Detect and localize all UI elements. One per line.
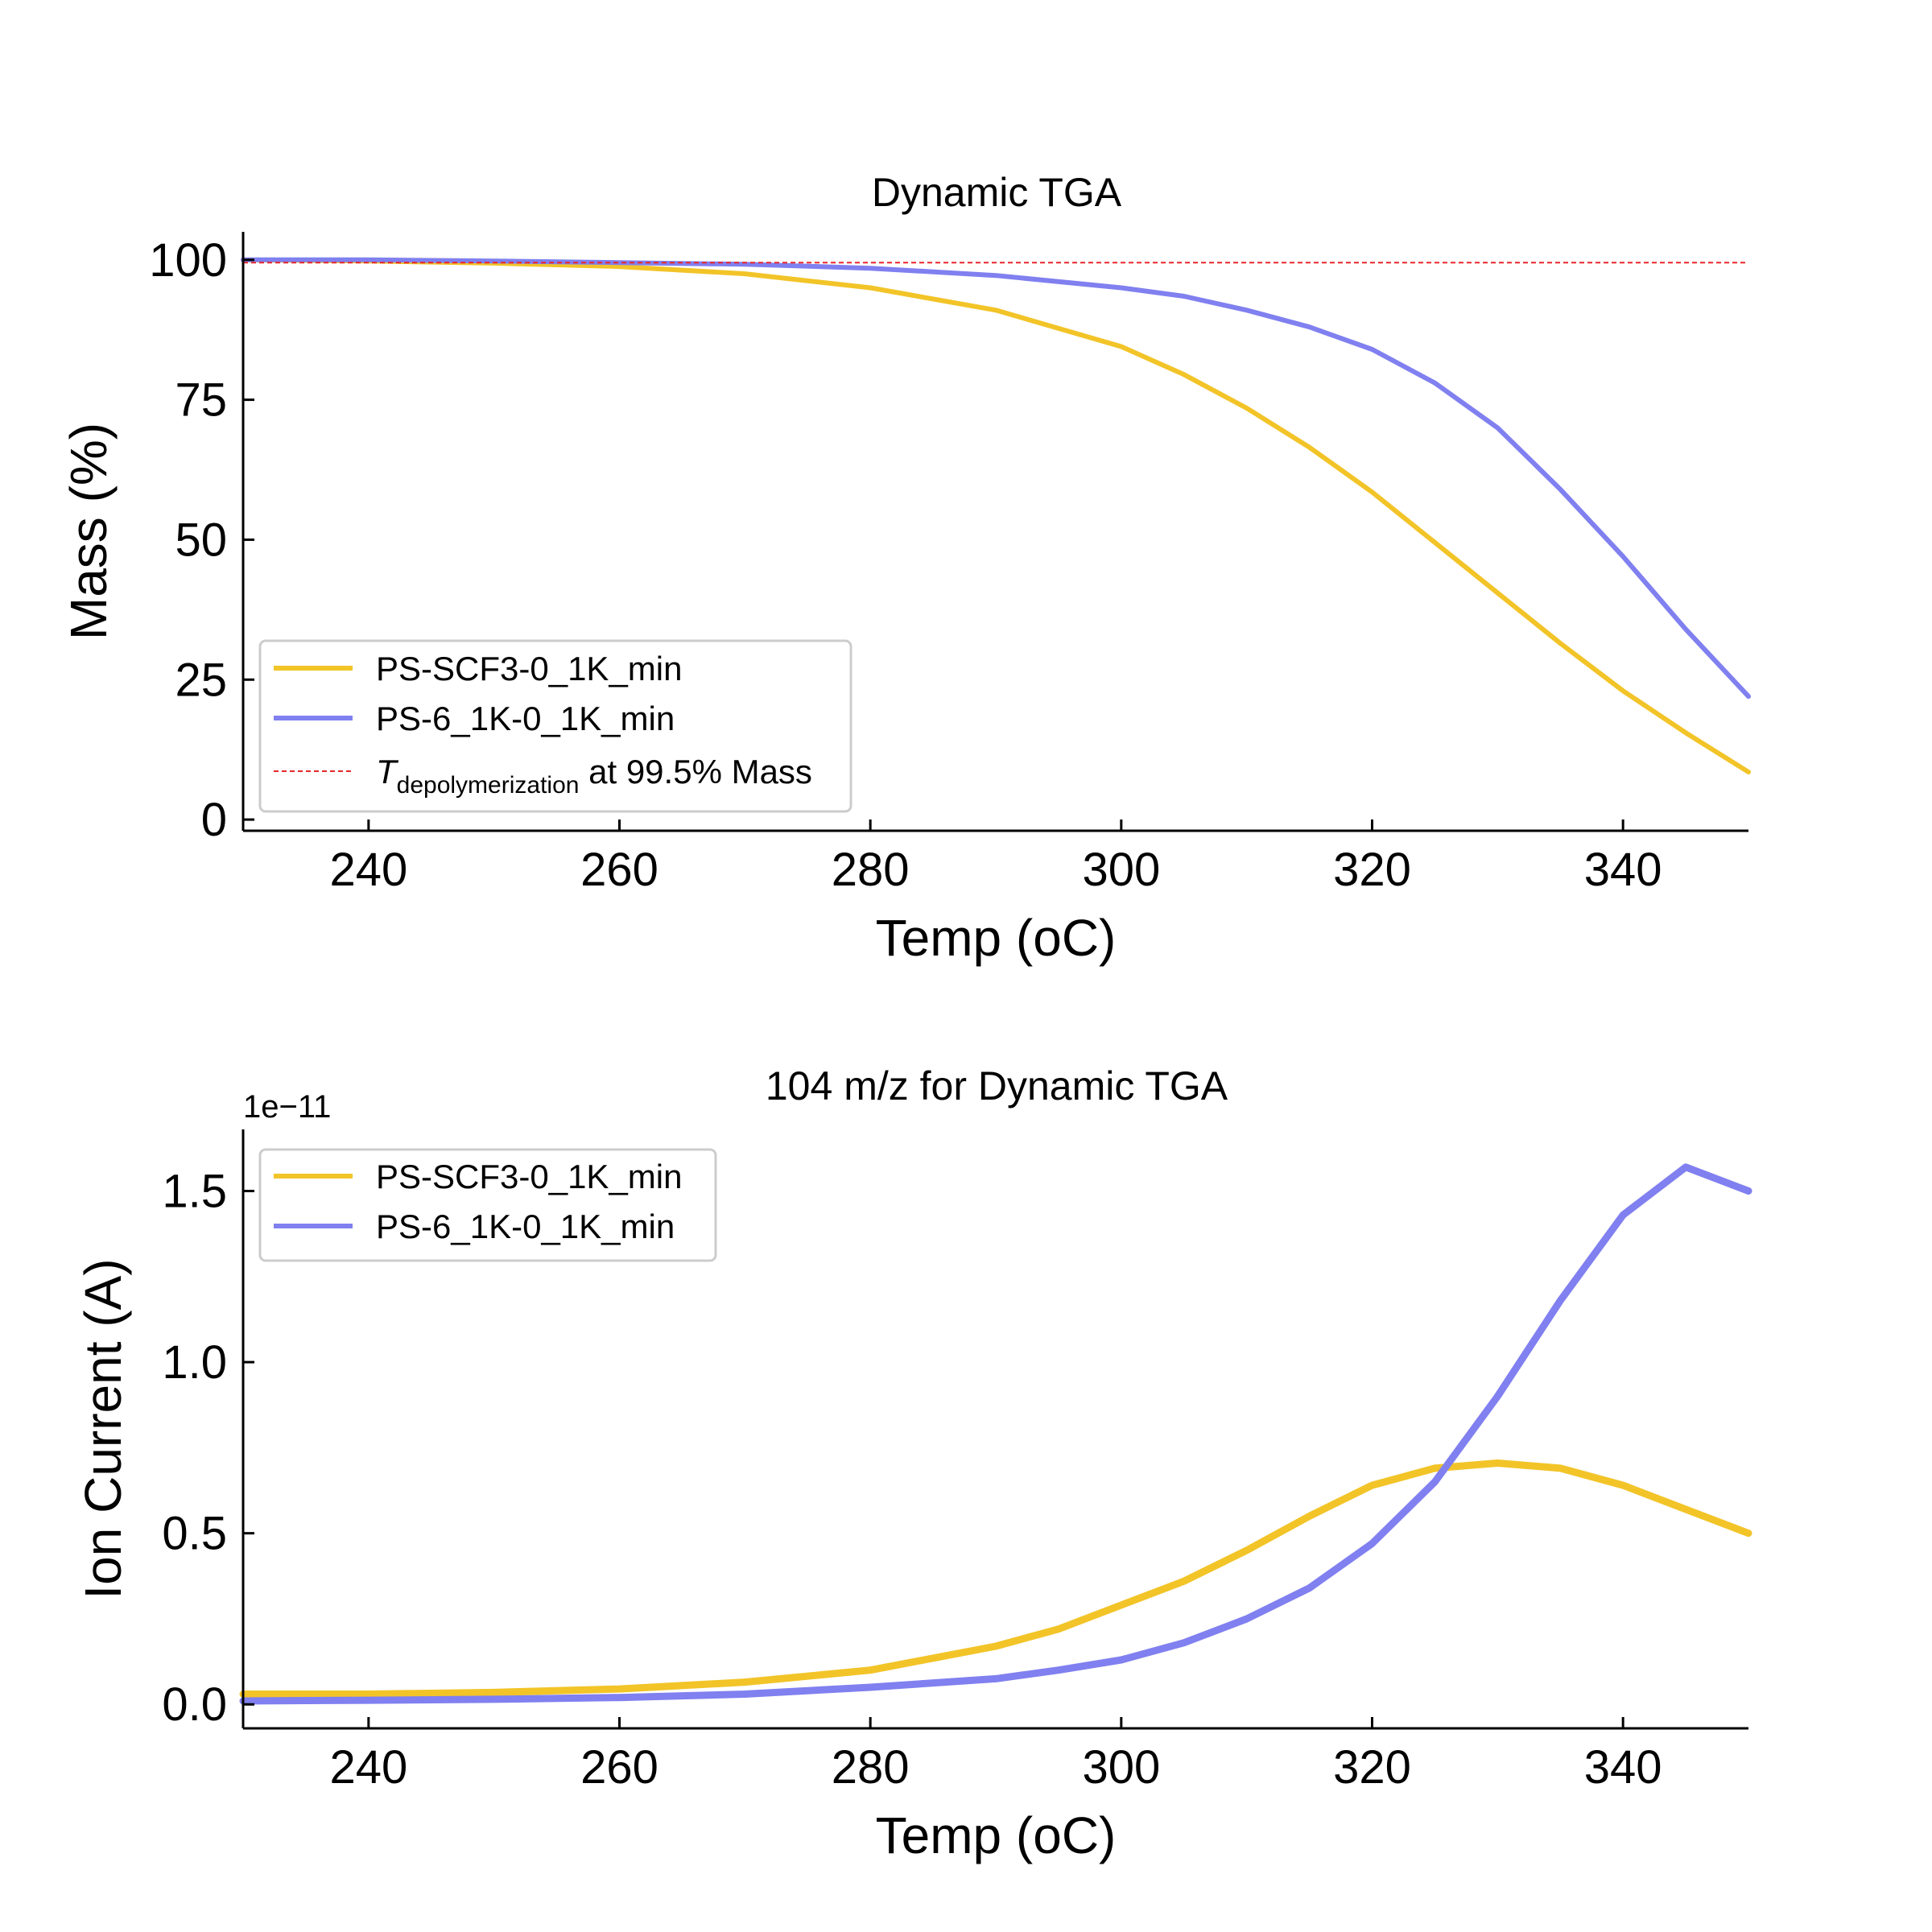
- ion-x-tick-label-0: 240: [329, 1741, 407, 1794]
- tga-chart-title: Dynamic TGA: [872, 170, 1122, 215]
- tga-x-tick-label-1: 260: [580, 844, 658, 896]
- tga-x-tick-label-4: 320: [1333, 844, 1411, 896]
- ref-label-subscript: depolymerization: [397, 772, 580, 799]
- tga-y-tick-label-0: 0: [201, 794, 227, 846]
- tga-series-lines: [241, 257, 1751, 774]
- tga-legend-label-0: PS-SCF3-0_1K_min: [376, 650, 682, 687]
- tga-y-tick-label-1: 25: [175, 654, 227, 706]
- ion-legend-label-0: PS-SCF3-0_1K_min: [376, 1158, 682, 1195]
- tga-y-axis-label: Mass (%): [60, 423, 118, 640]
- ion-x-axis-label: Temp (oC): [876, 1806, 1117, 1864]
- ion-x-ticks: 240 260 280 300 320 340: [329, 1717, 1662, 1794]
- tga-y-ticks: 0 25 50 75 100: [149, 234, 254, 846]
- tga-x-tick-label-0: 240: [329, 844, 407, 896]
- ion-x-tick-label-1: 260: [580, 1741, 658, 1794]
- ref-label-italic: T: [376, 753, 399, 791]
- ion-series-lines: [239, 1163, 1752, 1705]
- ion-series-line-0: [239, 1459, 1752, 1698]
- ion-x-tick-label-4: 320: [1333, 1741, 1411, 1794]
- tga-x-tick-label-2: 280: [832, 844, 910, 896]
- ion-legend: PS-SCF3-0_1K_min PS-6_1K-0_1K_min: [258, 1148, 717, 1262]
- tga-legend-label-1: PS-6_1K-0_1K_min: [376, 700, 675, 737]
- ion-series-line-1: [239, 1163, 1752, 1705]
- ion-y-tick-label-0: 0.0: [162, 1678, 227, 1731]
- tga-x-axis-label: Temp (oC): [876, 909, 1117, 967]
- tga-x-tick-label-3: 300: [1082, 844, 1160, 896]
- tga-y-tick-label-4: 100: [149, 234, 227, 287]
- tga-y-tick-label-3: 75: [175, 374, 227, 427]
- ion-y-tick-label-1: 0.5: [162, 1508, 227, 1560]
- ion-x-tick-label-3: 300: [1082, 1741, 1160, 1794]
- ref-label-suffix: at 99.5% Mass: [579, 753, 811, 791]
- ion-chart: 104 m/z for Dynamic TGA 1e−11 240 260 280 3…: [74, 1063, 1752, 1864]
- tga-legend-label-ref: Tdepolymerization at 99.5% Mass: [376, 753, 812, 799]
- ion-y-tick-label-3: 1.5: [162, 1166, 227, 1218]
- ion-axes: [242, 1129, 1748, 1730]
- tga-series-line-1: [241, 257, 1751, 700]
- tga-legend-box: [258, 639, 852, 813]
- ion-legend-box: [258, 1148, 717, 1262]
- ion-y-axis-label: Ion Current (A): [74, 1258, 132, 1599]
- tga-series-line-0: [241, 257, 1751, 774]
- ion-x-tick-label-5: 340: [1584, 1741, 1662, 1794]
- tga-x-ticks: 240 260 280 300 320 340: [329, 819, 1662, 896]
- tga-y-tick-label-2: 50: [175, 514, 227, 566]
- ion-x-tick-label-2: 280: [832, 1741, 910, 1794]
- tga-axes: [242, 232, 1748, 832]
- tga-legend: PS-SCF3-0_1K_min PS-6_1K-0_1K_min Tdepol…: [258, 639, 852, 813]
- tga-chart: Dynamic TGA 240 260 280 300 320 340 0 25 50 75 10…: [60, 170, 1751, 967]
- ion-y-ticks: 0.0 0.5 1.0 1.5: [162, 1166, 254, 1731]
- tga-x-tick-label-5: 340: [1584, 844, 1662, 896]
- ion-legend-label-1: PS-6_1K-0_1K_min: [376, 1208, 675, 1245]
- ion-y-offset-text: 1e−11: [243, 1089, 331, 1125]
- ion-chart-title: 104 m/z for Dynamic TGA: [766, 1063, 1228, 1108]
- ion-y-tick-label-2: 1.0: [162, 1336, 227, 1389]
